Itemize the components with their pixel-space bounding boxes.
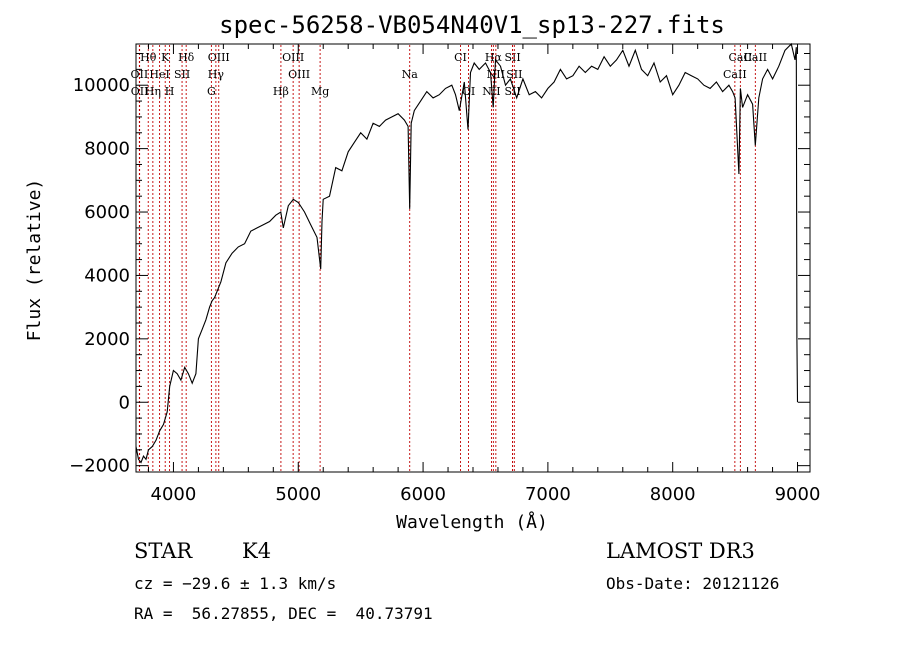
spectral-line-label: Hα	[485, 51, 503, 64]
y-tick-label: 4000	[84, 265, 130, 286]
x-axis-label: Wavelength (Å)	[396, 511, 548, 533]
spectrum-series-line	[135, 42, 799, 464]
spectral-line-label: Hγ	[208, 68, 225, 81]
spectral-line-label: SII	[504, 85, 520, 98]
spectral-line-label: Hβ	[273, 85, 289, 98]
y-tick-label: 6000	[84, 202, 130, 223]
spectral-line-label: G	[207, 85, 216, 98]
y-tick-label: 0	[119, 392, 130, 413]
spectral-line-label: SII	[506, 68, 522, 81]
plot-frame	[135, 43, 811, 473]
x-tick-label: 7000	[525, 484, 571, 505]
spectral-line-label: SII	[174, 68, 190, 81]
spectral-line-label: Hδ	[178, 51, 195, 64]
spectral-line-label: OIII	[282, 51, 304, 64]
spectral-line-label: Hη	[145, 85, 161, 98]
x-tick-label: 5000	[275, 484, 321, 505]
redshift-velocity: cz = −29.6 ± 1.3 km/s	[134, 574, 337, 593]
spectral-line-label: HeI	[149, 68, 169, 81]
spectral-line-label: Hθ	[140, 51, 157, 64]
x-tick-label: 8000	[650, 484, 696, 505]
survey-name: LAMOST DR3	[606, 539, 755, 563]
spectral-line-label: K	[161, 51, 170, 64]
x-tick-label: 9000	[775, 484, 821, 505]
chart-title: spec-56258-VB054N40V1_sp13-227.fits	[219, 11, 725, 39]
spectral-line-label: Mg	[311, 85, 329, 98]
ra-dec-coordinates: RA = 56.27855, DEC = 40.73791	[134, 604, 433, 623]
object-subclass: K4	[242, 539, 272, 563]
x-tick-label: 6000	[400, 484, 446, 505]
y-tick-label: 10000	[73, 75, 130, 96]
spectral-line-label: OIII	[288, 68, 310, 81]
y-tick-label: 2000	[84, 329, 130, 350]
y-tick-label: −2000	[69, 456, 130, 477]
spectral-line-label: OIII	[208, 51, 230, 64]
observation-date: Obs-Date: 20121126	[606, 574, 780, 593]
spectral-line-label: H	[165, 85, 175, 98]
spectral-line-label: CaII	[723, 68, 747, 81]
spectral-line-label: CI	[454, 51, 467, 64]
y-axis-label: Flux (relative)	[24, 179, 45, 342]
spectral-line-label: OII	[131, 85, 149, 98]
x-tick-label: 4000	[151, 484, 197, 505]
axes-layer: 4000 5000 6000 7000 8000 9000 −2000 0 2000 4000 60…	[69, 44, 820, 505]
spectral-line-label: CaII	[743, 51, 767, 64]
y-tick-label: 8000	[84, 139, 130, 160]
spectral-line-label: Na	[402, 68, 419, 81]
object-class: STAR	[134, 539, 193, 563]
